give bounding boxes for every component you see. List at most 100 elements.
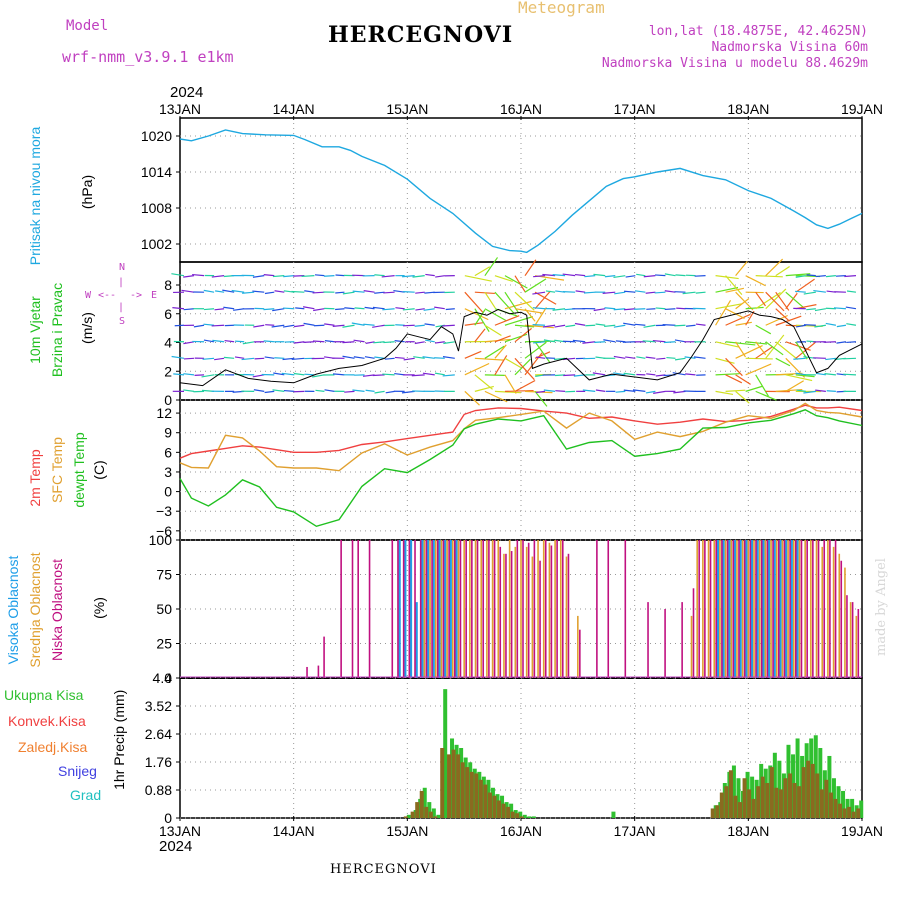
wind-arrow [263, 274, 275, 277]
wind-arrow [613, 308, 626, 311]
wind-unit-label: (m/s) [79, 312, 95, 344]
wind-arrow [755, 341, 767, 356]
wind-arrow [824, 373, 836, 376]
wind-arrow [775, 266, 790, 277]
wind-arrow [555, 390, 566, 392]
wind-arrow [785, 292, 798, 310]
precip-bar-total [611, 811, 616, 818]
wind-arrow [614, 291, 626, 295]
wind-arrow [435, 275, 445, 278]
wind-arrow [344, 390, 355, 393]
wind-arrow [574, 273, 586, 277]
wind-arrow [424, 323, 435, 326]
precip-bar-total [836, 786, 841, 818]
precip-bar-conv [801, 767, 806, 818]
wind-arrow [745, 357, 773, 360]
precip-bar-total [518, 811, 523, 818]
wind-arrow [524, 278, 547, 293]
wind-arrow [385, 390, 395, 394]
wind-arrow [664, 290, 676, 293]
wind-arrow [203, 289, 215, 293]
wind-ylabel-2: Brzina i Pravac [49, 283, 65, 377]
wind-arrow [434, 372, 445, 376]
wind-arrow [695, 323, 706, 326]
wind-arrow [393, 289, 405, 293]
precip-bar-conv [738, 802, 743, 818]
wind-arrow [775, 357, 791, 367]
y-tick-label: 0.88 [145, 782, 172, 798]
precip-bar-conv [497, 800, 502, 818]
wind-arrow [342, 324, 355, 328]
y-tick-label: 9 [164, 425, 172, 441]
wind-arrow [214, 308, 225, 311]
wind-arrow [314, 274, 325, 277]
wind-arrow [725, 357, 743, 377]
wind-arrow [304, 373, 315, 376]
wind-arrow [643, 275, 656, 278]
wind-arrow [494, 291, 515, 314]
wind-arrow [755, 292, 781, 310]
wind-arrow [545, 290, 556, 293]
precip-bar-conv [451, 749, 456, 818]
wind-arrow [803, 291, 816, 295]
wind-arrow [565, 324, 576, 328]
wind-arrow [613, 324, 626, 328]
temp-series-line-2 [179, 409, 863, 528]
wind-arrow [592, 372, 606, 376]
precip-bar-total [443, 689, 448, 818]
x-tick-label-bottom: 19JAN [841, 823, 883, 839]
wind-arrow [532, 307, 546, 310]
wind-arrow [183, 357, 195, 360]
wind-arrow [373, 341, 385, 344]
wind-arrow [543, 389, 556, 392]
wind-arrow [634, 323, 646, 326]
wind-arrow [836, 324, 847, 328]
precip-bar-conv [510, 811, 515, 818]
y-tick-label: 12 [156, 405, 172, 421]
wind-arrow [263, 308, 275, 311]
wind-arrow [494, 275, 513, 283]
wind-arrow [283, 307, 295, 310]
wind-arrow [642, 340, 656, 343]
x-tick-label-top: 16JAN [500, 101, 542, 117]
wind-arrow [474, 385, 494, 392]
wind-arrow [604, 275, 616, 278]
precip-bar-total [527, 816, 532, 818]
pressure-series-line [179, 129, 863, 254]
y-tick-label: 1002 [141, 236, 172, 252]
precip-bar-conv [492, 795, 497, 818]
precip-bar-conv [797, 786, 802, 818]
wind-arrow [425, 273, 435, 277]
precip-bar-conv [788, 773, 793, 818]
wind-arrow [825, 357, 836, 361]
wind-arrow [174, 324, 185, 327]
wind-arrow [252, 374, 265, 378]
wind-arrow [775, 308, 790, 322]
wind-arrow [422, 356, 435, 359]
wind-arrow [514, 308, 544, 314]
wind-arrow [403, 357, 415, 361]
wind-arrow [625, 356, 636, 359]
wind-arrow [584, 275, 596, 278]
wind-arrow [514, 324, 535, 328]
wind-arrow [813, 289, 826, 293]
wind-arrow [785, 374, 813, 382]
precip-bar-conv [742, 778, 747, 818]
wind-arrow [735, 291, 754, 311]
precip-bar-conv [478, 779, 483, 818]
temp-series-line-0 [179, 404, 863, 459]
wind-arrow [725, 275, 743, 296]
wind-arrow [282, 324, 295, 328]
wind-arrow [504, 389, 534, 392]
wind-arrow [735, 390, 750, 404]
precip-bar-total [422, 787, 427, 818]
wind-arrow [615, 390, 626, 393]
wind-arrow [803, 390, 816, 394]
x-tick-label-bottom: 17JAN [614, 823, 656, 839]
wind-arrow [664, 308, 676, 311]
wind-arrow [504, 300, 532, 310]
cloud-ylabel-high: Visoka Oblacnost [5, 556, 21, 665]
wind-arrow [291, 290, 305, 293]
x-tick-label-top: 15JAN [386, 101, 428, 117]
wind-arrow [613, 275, 626, 279]
